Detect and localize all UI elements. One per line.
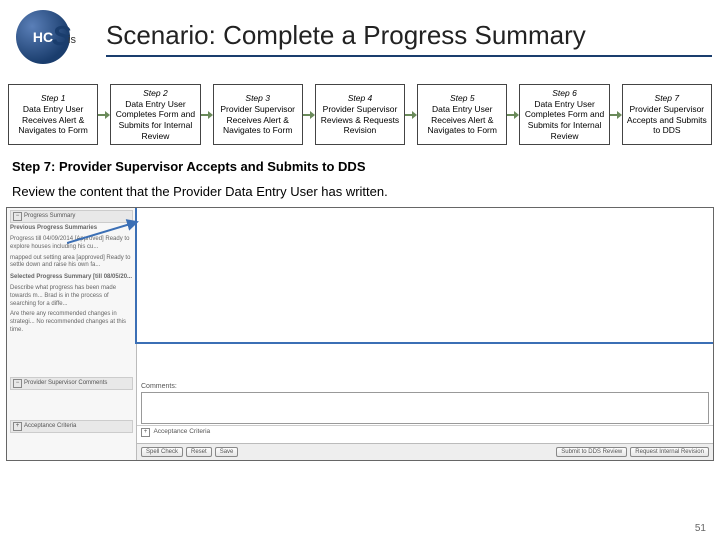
step-label: Step 7 xyxy=(625,93,709,104)
expand-icon[interactable]: + xyxy=(13,422,22,431)
lp-sel1[interactable]: Describe what progress has been made tow… xyxy=(10,285,133,308)
step-label: Step 6 xyxy=(522,88,606,99)
step-label: Step 3 xyxy=(216,93,300,104)
arrow-icon xyxy=(610,84,622,145)
logo-s-text: S xyxy=(52,20,82,56)
embedded-screenshot: −Progress Summary Previous Progress Summ… xyxy=(6,207,714,461)
header-row: HC S is Scenario: Complete a Progress Su… xyxy=(0,0,720,66)
step-label: Step 4 xyxy=(318,93,402,104)
logo: HC S is xyxy=(8,10,78,66)
logo-hc-text: HC xyxy=(33,29,53,45)
page-title: Scenario: Complete a Progress Summary xyxy=(106,20,712,57)
steps-row: Step 1 Data Entry User Receives Alert & … xyxy=(0,66,720,145)
step-box-3: Step 3 Provider Supervisor Receives Aler… xyxy=(213,84,303,145)
logo-is-text: is xyxy=(68,34,76,46)
lp-mapped-line[interactable]: mapped out setting area [approved] Ready… xyxy=(10,255,133,271)
action-bar: Spell Check Reset Save Submit to DDS Rev… xyxy=(137,443,713,460)
step-label: Step 1 xyxy=(11,93,95,104)
step-box-5: Step 5 Data Entry User Receives Alert & … xyxy=(417,84,507,145)
step-text: Data Entry User Receives Alert & Navigat… xyxy=(11,104,95,136)
collapse-icon[interactable]: − xyxy=(13,212,22,221)
arrow-icon xyxy=(98,84,110,145)
lp-text: Provider Supervisor Comments xyxy=(24,380,107,386)
step-text: Provider Supervisor Receives Alert & Nav… xyxy=(216,104,300,136)
acceptance-text: Acceptance Criteria xyxy=(153,428,210,435)
step-text: Provider Supervisor Reviews & Requests R… xyxy=(318,104,402,136)
reset-button[interactable]: Reset xyxy=(186,447,212,457)
arrow-icon xyxy=(303,84,315,145)
request-revision-button[interactable]: Request Internal Revision xyxy=(630,447,709,457)
left-header-acceptance[interactable]: +Acceptance Criteria xyxy=(10,420,133,433)
lp-selected-header: Selected Progress Summary [till 08/05/20… xyxy=(10,274,133,282)
arrow-icon xyxy=(507,84,519,145)
expand-icon[interactable]: + xyxy=(141,428,150,437)
step-text: Data Entry User Completes Form and Submi… xyxy=(522,99,606,142)
left-header-comments[interactable]: −Provider Supervisor Comments xyxy=(10,377,133,390)
step-label: Step 5 xyxy=(420,93,504,104)
sub-heading: Step 7: Provider Supervisor Accepts and … xyxy=(0,145,720,178)
step-box-1: Step 1 Data Entry User Receives Alert & … xyxy=(8,84,98,145)
submit-dds-button[interactable]: Submit to DDS Review xyxy=(556,447,627,457)
acceptance-area: + Acceptance Criteria xyxy=(137,425,713,444)
arrow-icon xyxy=(201,84,213,145)
step-box-7: Step 7 Provider Supervisor Accepts and S… xyxy=(622,84,712,145)
acceptance-label[interactable]: + Acceptance Criteria xyxy=(137,426,713,439)
callout-arrow-icon xyxy=(67,218,147,248)
slide: HC S is Scenario: Complete a Progress Su… xyxy=(0,0,720,540)
collapse-icon[interactable]: − xyxy=(13,379,22,388)
comments-area: Comments: xyxy=(137,380,713,426)
lp-sel2[interactable]: Are there any recommended changes in str… xyxy=(10,311,133,334)
comments-label: Comments: xyxy=(137,380,713,391)
step-text: Provider Supervisor Accepts and Submits … xyxy=(625,104,709,136)
step-label: Step 2 xyxy=(113,88,197,99)
lp-text: Acceptance Criteria xyxy=(24,423,76,429)
page-number: 51 xyxy=(695,523,706,534)
save-button[interactable]: Save xyxy=(215,447,239,457)
step-box-4: Step 4 Provider Supervisor Reviews & Req… xyxy=(315,84,405,145)
step-text: Data Entry User Completes Form and Submi… xyxy=(113,99,197,142)
callout-box xyxy=(135,207,714,344)
step-box-2: Step 2 Data Entry User Completes Form an… xyxy=(110,84,200,145)
step-box-6: Step 6 Data Entry User Completes Form an… xyxy=(519,84,609,145)
comments-textarea[interactable] xyxy=(141,392,709,424)
instruction-text: Review the content that the Provider Dat… xyxy=(0,178,720,207)
arrow-icon xyxy=(405,84,417,145)
step-text: Data Entry User Receives Alert & Navigat… xyxy=(420,104,504,136)
spellcheck-button[interactable]: Spell Check xyxy=(141,447,183,457)
